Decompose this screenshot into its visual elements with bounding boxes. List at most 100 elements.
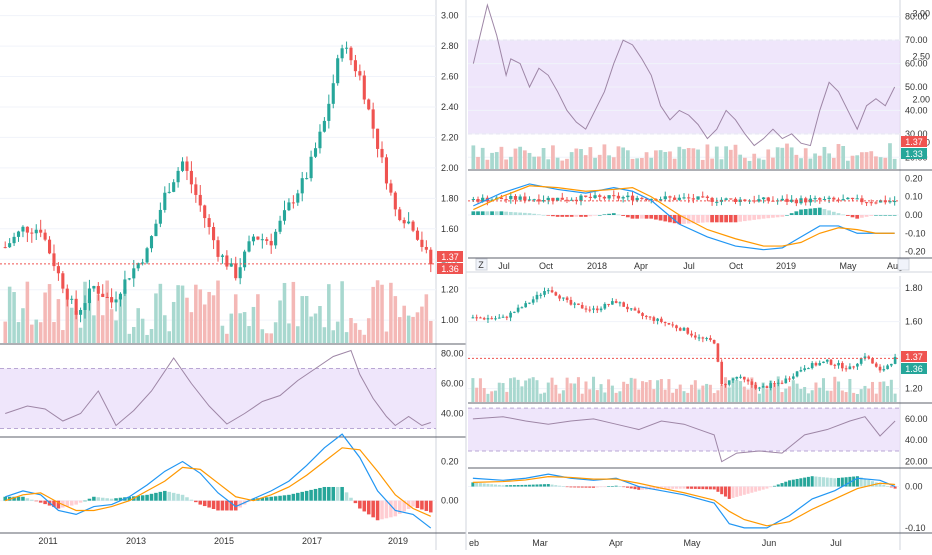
macd-histogram-bar (21, 496, 25, 501)
macd-histogram-bar (471, 211, 476, 215)
macd-histogram-bar (867, 479, 871, 487)
signal-line (473, 185, 895, 247)
macd-histogram-bar (860, 215, 864, 218)
macd-histogram-bar (516, 485, 520, 487)
macd-histogram-bar (785, 215, 789, 216)
macd-histogram-bar (579, 215, 583, 217)
volume-bar (869, 151, 874, 169)
candle-body (256, 236, 260, 240)
macd-histogram-bar (588, 486, 592, 488)
candle-body (841, 199, 845, 201)
macd-histogram-bar (667, 486, 671, 489)
candle-body (850, 197, 855, 200)
volume-bar (644, 382, 648, 402)
volume-bar (180, 285, 185, 343)
macd-histogram-bar (273, 496, 278, 501)
macd-histogram-bar (705, 486, 709, 490)
time-axis-label: Aug (887, 261, 903, 271)
macd-histogram-bar (840, 477, 844, 487)
volume-bar (114, 320, 118, 343)
macd-histogram-bar (837, 477, 841, 487)
candle-body (101, 293, 105, 298)
macd-histogram-bar (3, 496, 7, 501)
candle-body (788, 378, 791, 380)
volume-bar (516, 379, 520, 402)
candle-body (727, 380, 731, 385)
macd-histogram-bar (674, 486, 678, 489)
candle-body (539, 294, 543, 296)
macd-histogram-bar (886, 486, 890, 487)
macd-histogram-bar (757, 486, 761, 491)
candle-body (527, 199, 532, 201)
macd-histogram-bar (554, 485, 558, 487)
volume-bar (393, 296, 398, 343)
candle-body (238, 267, 242, 279)
macd-histogram-bar (593, 215, 597, 216)
candle-body (799, 370, 803, 372)
volume-bar (656, 380, 660, 402)
volume-bar (371, 286, 375, 343)
macd-histogram-bar (870, 481, 875, 487)
price-tick-label: 3.00 (441, 11, 459, 21)
candle-body (626, 306, 629, 310)
secondary-tick-label: 3.00 (912, 9, 930, 19)
volume-bar (625, 383, 629, 402)
macd-histogram-bar (493, 484, 498, 487)
volume-bar (776, 376, 780, 402)
candle-body (682, 327, 686, 331)
macd-histogram-bar (384, 500, 389, 519)
candle-body (633, 308, 637, 311)
macd-histogram-bar (163, 490, 167, 501)
candle-body (225, 255, 229, 267)
volume-bar (25, 281, 30, 343)
candle-body (696, 196, 700, 200)
candle-body (584, 195, 588, 197)
volume-bar (588, 147, 593, 169)
price-tick-label: 80.00 (905, 12, 928, 22)
macd-histogram-bar (393, 500, 398, 517)
candle-body (16, 231, 21, 237)
macd-histogram-bar (883, 215, 888, 216)
price-tick-label: 60.00 (905, 59, 928, 69)
time-axis-label: 2015 (214, 536, 234, 546)
volume-bar (727, 387, 731, 402)
macd-histogram-bar (803, 209, 808, 215)
macd-histogram-bar (96, 497, 101, 501)
candle-body (593, 195, 597, 198)
volume-bar (251, 306, 256, 343)
macd-histogram-bar (607, 486, 611, 487)
macd-histogram-bar (852, 476, 856, 487)
volume-bar (65, 299, 70, 343)
candle-body (577, 303, 580, 305)
candle-body (490, 318, 494, 320)
volume-bar (494, 152, 499, 169)
macd-histogram-bar (300, 491, 304, 501)
time-axis-label: May (683, 538, 701, 548)
candle-body (888, 201, 892, 203)
volume-bar (551, 145, 555, 169)
volume-bar (641, 381, 645, 402)
volume-bar (654, 150, 658, 169)
candle-body (818, 198, 822, 200)
macd-histogram-bar (863, 478, 867, 487)
volume-bar (344, 332, 349, 343)
volume-bar (282, 282, 287, 343)
time-axis-label: eb (469, 538, 479, 548)
candle-body (785, 198, 789, 202)
macd-histogram-bar (750, 486, 754, 493)
prev-close-value: 1.36 (441, 264, 459, 274)
candle-body (607, 303, 610, 305)
volume-bar (158, 283, 163, 343)
macd-histogram-bar (817, 207, 822, 215)
candle-body (505, 316, 509, 318)
macd-histogram-bar (429, 500, 433, 513)
candle-body (555, 197, 560, 201)
volume-bar (118, 296, 123, 343)
time-axis-label: Jul (683, 261, 695, 271)
volume-bar (380, 284, 384, 343)
macd-histogram-bar (697, 486, 701, 490)
volume-bar (833, 376, 837, 402)
candle-body (602, 196, 607, 199)
candle-body (743, 199, 747, 202)
